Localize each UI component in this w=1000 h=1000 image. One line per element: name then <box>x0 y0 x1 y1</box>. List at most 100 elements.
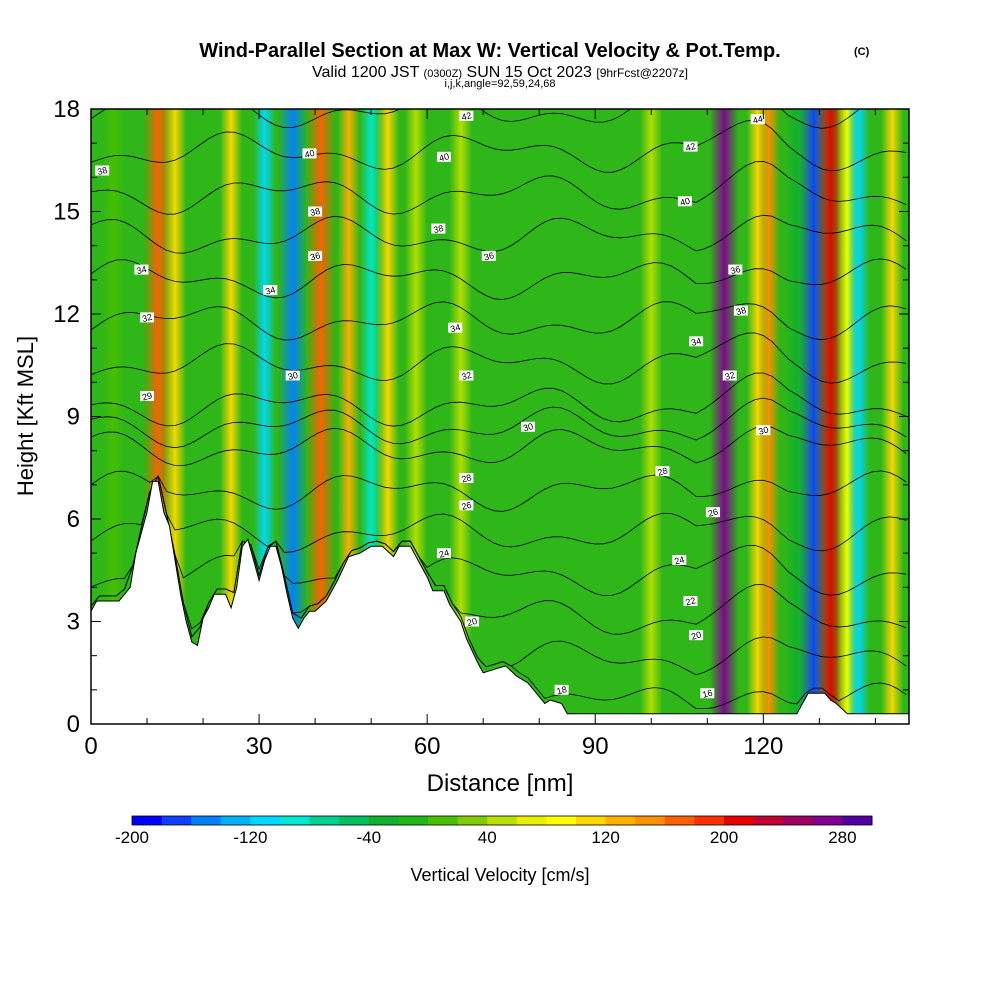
velocity-band <box>880 109 904 724</box>
colorbar-tick-label: -40 <box>357 828 382 847</box>
velocity-band <box>709 109 739 724</box>
theta-contour-line <box>91 372 907 427</box>
colorbar-tick-label: -200 <box>115 828 149 847</box>
colorbar-swatch <box>339 816 370 825</box>
theta-contour-label: 34 <box>263 284 278 297</box>
theta-contour-line <box>91 258 907 300</box>
section-indices: i,j,k,angle=92,59,24,68 <box>444 78 555 90</box>
colorbar-swatch <box>576 816 607 825</box>
colorbar-swatch <box>842 816 873 825</box>
theta-contour-label: 16 <box>700 688 715 700</box>
theta-contour-label: 42 <box>683 141 698 153</box>
y-axis-label: Height [Kft MSL] <box>13 336 38 496</box>
svg-text:24: 24 <box>673 554 685 566</box>
svg-text:28: 28 <box>656 466 668 478</box>
x-tick-label: 60 <box>414 733 441 760</box>
colorbar-swatch <box>161 816 192 825</box>
svg-text:38: 38 <box>309 206 321 218</box>
svg-text:38: 38 <box>96 165 108 177</box>
colorbar-swatch <box>191 816 222 825</box>
svg-text:20: 20 <box>690 630 702 642</box>
colorbar-swatch <box>487 816 518 825</box>
theta-contour-label: 40 <box>302 148 317 160</box>
colorbar-swatch <box>753 816 784 825</box>
colorbar-label: Vertical Velocity [cm/s] <box>410 865 589 885</box>
theta-contour-label: 30 <box>285 370 300 382</box>
svg-text:36: 36 <box>729 264 741 276</box>
svg-text:38: 38 <box>432 223 444 235</box>
svg-text:30: 30 <box>287 370 299 382</box>
svg-text:26: 26 <box>707 507 719 519</box>
y-tick-label: 0 <box>67 711 80 738</box>
svg-text:32: 32 <box>141 312 153 324</box>
theta-contour-line <box>91 332 907 385</box>
colorbar-swatch <box>783 816 814 825</box>
theta-contour-label: 38 <box>431 223 446 235</box>
velocity-band <box>757 109 781 724</box>
svg-text:34: 34 <box>449 322 461 334</box>
svg-text:40: 40 <box>679 196 691 208</box>
theta-contour-label: 36 <box>308 250 323 263</box>
colorbar-swatch <box>635 816 666 825</box>
x-axis-label: Distance [nm] <box>427 770 574 797</box>
plot-area: 16 18 20 20 22 24 24 26 26 28 28 29 30 30 30 32 32 32 34 34… <box>91 109 909 724</box>
colorbar-swatch <box>546 816 577 825</box>
valid-utc: (0300Z) <box>424 68 463 80</box>
chart-title: Wind-Parallel Section at Max W: Vertical… <box>199 40 780 62</box>
theta-contour-label: 20 <box>464 616 479 628</box>
theta-contour-labels: 16 18 20 20 22 24 24 26 26 28 28 29 30 30 30 32 32 32 34 34… <box>95 110 771 700</box>
svg-text:42: 42 <box>684 141 696 153</box>
colorbar-tick-label: 40 <box>478 828 497 847</box>
theta-contour-label: 24 <box>672 554 687 567</box>
svg-text:40: 40 <box>438 151 450 163</box>
y-tick-label: 12 <box>53 301 80 328</box>
svg-text:36: 36 <box>309 250 321 262</box>
theta-contour-label: 28 <box>655 466 670 478</box>
y-tick-label: 15 <box>53 199 80 226</box>
theta-contour-label: 24 <box>436 548 451 560</box>
colorbar-swatch <box>220 816 251 825</box>
theta-contour-line <box>91 470 907 512</box>
svg-text:28: 28 <box>460 472 472 484</box>
colorbar-swatch <box>605 816 636 825</box>
theta-contour-label: 20 <box>689 630 704 642</box>
theta-contour-line <box>91 397 907 449</box>
y-tick-label: 3 <box>67 609 80 636</box>
theta-contour-line <box>91 301 907 341</box>
colorbar-swatch <box>694 816 725 825</box>
terrain <box>91 480 909 724</box>
velocity-field <box>102 109 904 724</box>
theta-contour-line <box>91 475 907 597</box>
svg-text:40: 40 <box>304 148 316 160</box>
svg-text:34: 34 <box>690 336 702 348</box>
theta-contour-label: 28 <box>459 472 474 485</box>
colorbar-tick-label: 280 <box>828 828 856 847</box>
colorbar-tick-label: 120 <box>591 828 619 847</box>
colorbar: -200 -120 -40 40 120 200 280 <box>115 815 873 847</box>
colorbar-swatch <box>664 816 695 825</box>
valid-date: SUN 15 Oct 2023 <box>467 64 593 81</box>
theta-contour-label: 34 <box>689 336 704 348</box>
theta-contour-label: 30 <box>756 425 771 437</box>
colorbar-tick-label: 200 <box>710 828 738 847</box>
svg-text:42: 42 <box>460 110 472 122</box>
svg-text:34: 34 <box>264 284 276 296</box>
velocity-band <box>640 109 663 724</box>
y-tick-label: 6 <box>67 506 80 533</box>
forecast-info: [9hrFcst@2207z] <box>596 66 688 80</box>
theta-contour-label: 40 <box>677 196 692 208</box>
theta-contour-label: 26 <box>705 507 720 519</box>
theta-contour-label: 38 <box>95 165 110 177</box>
svg-text:34: 34 <box>135 264 147 276</box>
theta-contour-label: 42 <box>459 110 474 122</box>
theta-contour-line <box>91 475 907 635</box>
colorbar-swatch <box>457 816 488 825</box>
colorbar-swatch <box>280 816 311 825</box>
copyright-mark: (C) <box>854 46 870 58</box>
svg-text:29: 29 <box>141 390 153 402</box>
colorbar-swatch <box>250 816 281 825</box>
x-tick-label: 0 <box>84 733 97 760</box>
svg-text:36: 36 <box>483 250 495 262</box>
